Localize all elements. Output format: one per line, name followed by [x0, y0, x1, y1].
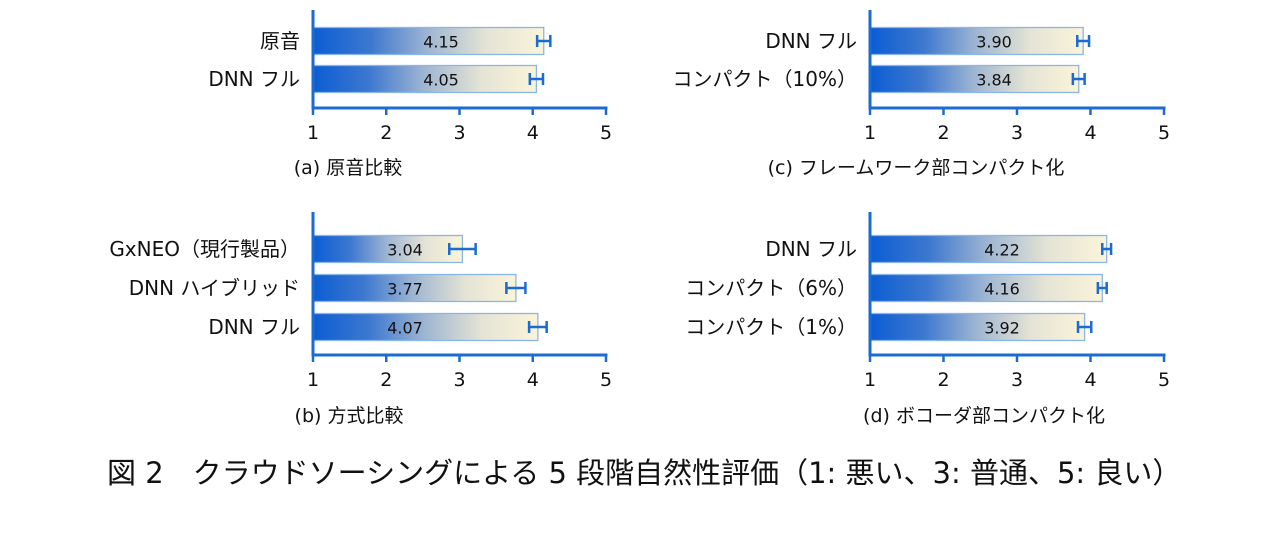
bar — [869, 64, 1080, 94]
chart-panel-b: GxNEO（現行製品） 3.04 DNN ハイブリッド 3.77 DNN フル 4.07 1… — [109, 212, 612, 427]
x-tick-label: 1 — [307, 369, 319, 391]
category-label: GxNEO（現行製品） — [109, 237, 300, 261]
x-tick-label: 2 — [937, 369, 949, 391]
x-tick-label: 1 — [864, 369, 876, 391]
x-tick-label: 5 — [1158, 122, 1170, 144]
chart-panel-c: DNN フル 3.90 コンパクト（10%） 3.84 1 2 3 4 5 (c) フレームワーク… — [673, 10, 1170, 179]
bar-value-label: 3.84 — [976, 71, 1012, 90]
chart-panel-d: DNN フル 4.22 コンパクト（6%） 4.16 コンパクト（1%） 3.92 1 2 3 4… — [685, 212, 1170, 427]
bar-value-label: 4.16 — [984, 280, 1020, 299]
x-tick-label: 2 — [380, 369, 392, 391]
bar-value-label: 4.22 — [984, 241, 1020, 260]
bar-value-label: 3.77 — [387, 280, 423, 299]
panel-caption: (b) 方式比較 — [295, 405, 404, 427]
category-label: DNN フル — [208, 315, 300, 339]
category-label: 原音 — [260, 29, 300, 53]
x-tick-label: 2 — [937, 122, 949, 144]
x-tick-label: 5 — [600, 369, 612, 391]
chart-panel-a: 原音 4.15 DNN フル 4.05 1 2 3 4 5 (a) 原音比較 — [208, 10, 612, 179]
x-tick-label: 1 — [307, 122, 319, 144]
bar — [312, 64, 538, 94]
x-tick-label: 3 — [1011, 369, 1023, 391]
x-tick-label: 3 — [453, 369, 465, 391]
category-label: DNN ハイブリッド — [129, 276, 300, 300]
panel-caption: (a) 原音比較 — [294, 157, 403, 179]
panel-caption: (c) フレームワーク部コンパクト化 — [768, 157, 1065, 179]
category-label: DNN フル — [208, 67, 300, 91]
x-tick-label: 4 — [527, 369, 539, 391]
bar — [312, 312, 539, 342]
x-tick-label: 5 — [600, 122, 612, 144]
x-tick-label: 4 — [1084, 122, 1096, 144]
figure-caption: 図 2 クラウドソーシングによる 5 段階自然性評価（1: 悪い、3: 普通、5… — [107, 456, 1182, 490]
category-label: コンパクト（10%） — [673, 67, 857, 91]
bar-value-label: 3.04 — [387, 241, 423, 260]
x-tick-label: 5 — [1158, 369, 1170, 391]
x-tick-label: 4 — [527, 122, 539, 144]
panel-caption: (d) ボコーダ部コンパクト化 — [863, 405, 1105, 427]
bar — [869, 312, 1086, 342]
category-label: DNN フル — [765, 29, 857, 53]
category-label: コンパクト（6%） — [685, 276, 857, 300]
x-tick-label: 4 — [1084, 369, 1096, 391]
x-tick-label: 3 — [1011, 122, 1023, 144]
bar-value-label: 4.07 — [387, 319, 423, 338]
bar-value-label: 3.92 — [984, 319, 1020, 338]
bar — [869, 234, 1108, 264]
figure-charts: 原音 4.15 DNN フル 4.05 1 2 3 4 5 (a) 原音比較 GxNEO（現行製品）… — [109, 10, 1170, 427]
bar-value-label: 4.05 — [423, 71, 459, 90]
x-tick-label: 3 — [453, 122, 465, 144]
bar-value-label: 3.90 — [976, 33, 1012, 52]
x-tick-label: 1 — [864, 122, 876, 144]
x-tick-label: 2 — [380, 122, 392, 144]
category-label: DNN フル — [765, 237, 857, 261]
bar-value-label: 4.15 — [423, 33, 459, 52]
category-label: コンパクト（1%） — [685, 315, 857, 339]
